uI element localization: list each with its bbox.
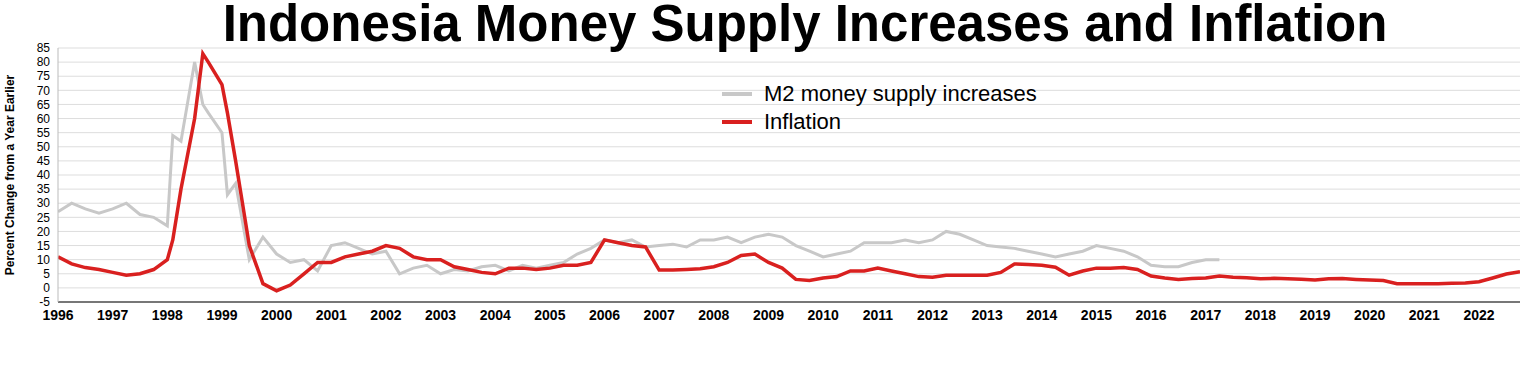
svg-text:1999: 1999	[206, 307, 237, 323]
svg-text:2000: 2000	[261, 307, 292, 323]
svg-text:2002: 2002	[370, 307, 401, 323]
svg-text:5: 5	[43, 267, 50, 281]
svg-text:60: 60	[37, 112, 51, 126]
svg-text:2022: 2022	[1463, 307, 1494, 323]
svg-text:2003: 2003	[425, 307, 456, 323]
svg-text:85: 85	[37, 41, 51, 55]
svg-text:2013: 2013	[972, 307, 1003, 323]
svg-text:Percent Change from a Year Ear: Percent Change from a Year Earlier	[8, 74, 17, 275]
svg-text:80: 80	[37, 55, 51, 69]
svg-text:35: 35	[37, 182, 51, 196]
svg-text:20: 20	[37, 225, 51, 239]
svg-text:10: 10	[37, 253, 51, 267]
svg-text:-5: -5	[39, 295, 50, 309]
svg-text:1997: 1997	[97, 307, 128, 323]
svg-text:1998: 1998	[152, 307, 183, 323]
svg-text:2004: 2004	[480, 307, 511, 323]
svg-text:45: 45	[37, 154, 51, 168]
svg-text:40: 40	[37, 168, 51, 182]
svg-text:2001: 2001	[316, 307, 347, 323]
svg-text:75: 75	[37, 69, 51, 83]
svg-text:2019: 2019	[1299, 307, 1330, 323]
svg-text:2018: 2018	[1245, 307, 1276, 323]
svg-text:70: 70	[37, 84, 51, 98]
svg-text:2014: 2014	[1026, 307, 1057, 323]
svg-text:55: 55	[37, 126, 51, 140]
svg-text:2010: 2010	[808, 307, 839, 323]
svg-text:2009: 2009	[753, 307, 784, 323]
svg-text:2015: 2015	[1081, 307, 1112, 323]
svg-text:15: 15	[37, 239, 51, 253]
svg-text:2017: 2017	[1190, 307, 1221, 323]
svg-text:50: 50	[37, 140, 51, 154]
html-text:M2 money supply increases: M2 money supply increases	[764, 81, 1037, 106]
svg-text:2006: 2006	[589, 307, 620, 323]
svg-text:0: 0	[43, 281, 50, 295]
svg-text:2007: 2007	[644, 307, 675, 323]
html-text:Inflation: Inflation	[764, 109, 842, 134]
svg-text:30: 30	[37, 196, 51, 210]
svg-text:2016: 2016	[1136, 307, 1167, 323]
svg-text:65: 65	[37, 98, 51, 112]
svg-text:2012: 2012	[917, 307, 948, 323]
svg-text:2021: 2021	[1409, 307, 1440, 323]
svg-text:2020: 2020	[1354, 307, 1385, 323]
svg-text:2005: 2005	[534, 307, 565, 323]
svg-text:1996: 1996	[42, 307, 73, 323]
svg-text:25: 25	[37, 211, 51, 225]
svg-text:2008: 2008	[698, 307, 729, 323]
svg-text:2011: 2011	[863, 307, 894, 323]
